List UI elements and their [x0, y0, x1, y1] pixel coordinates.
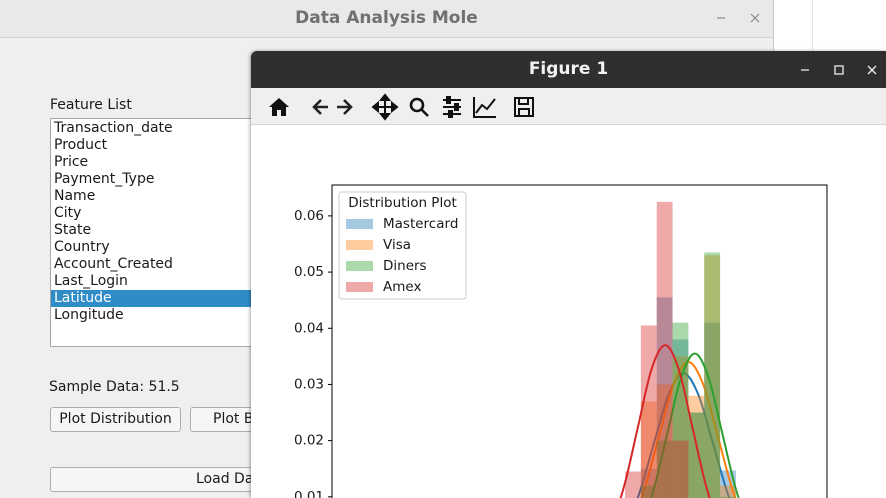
legend-label: Amex: [383, 279, 421, 295]
legend-swatch: [346, 261, 373, 271]
histogram-bar: [672, 440, 689, 498]
window-title: Data Analysis Mole: [295, 8, 478, 28]
figure-window: Figure 1 0.01 0.02 0.03 0.04 0.05 0.06 Distrib…: [251, 51, 886, 498]
feature-item[interactable]: State: [54, 222, 92, 238]
histogram-bar: [656, 440, 673, 498]
feature-item[interactable]: Price: [54, 154, 89, 170]
legend-label: Visa: [383, 237, 411, 253]
y-tick-label: 0.04: [294, 320, 324, 336]
legend-swatch: [346, 240, 373, 250]
y-tick-label: 0.06: [294, 208, 324, 224]
back-button[interactable]: [312, 99, 328, 115]
feature-item[interactable]: Account_Created: [54, 256, 173, 272]
close-button[interactable]: [867, 65, 877, 75]
axes-frame: [331, 184, 828, 498]
legend-swatch: [346, 219, 373, 229]
legend-title: Distribution Plot: [348, 195, 457, 211]
histogram-bar: [625, 471, 641, 498]
close-button[interactable]: [750, 13, 760, 23]
configure-button[interactable]: [443, 96, 461, 118]
histogram-bar: [656, 201, 673, 498]
feature-item[interactable]: Transaction_date: [54, 120, 173, 136]
sample-data: Sample Data: 51.5: [49, 379, 180, 395]
kde-line: [619, 344, 711, 498]
y-tick-label: 0.02: [294, 433, 324, 449]
histogram-bar: [640, 325, 657, 498]
home-button[interactable]: [269, 98, 289, 116]
maximize-button[interactable]: [834, 65, 844, 75]
y-tick-label: 0.01: [294, 489, 324, 498]
window-title: Figure 1: [528, 59, 609, 79]
histogram-bar: [688, 412, 705, 498]
pan-button[interactable]: [371, 93, 399, 121]
window-controls[interactable]: [791, 59, 886, 81]
feature-list-label: Feature List: [50, 97, 132, 113]
legend-swatch: [346, 282, 373, 292]
histogram-bar: [704, 255, 721, 498]
histogram-bar: [704, 252, 721, 498]
toolbar: [251, 88, 886, 125]
feature-list[interactable]: Transaction_date Product Price Payment_Type…: [50, 118, 290, 347]
window-controls[interactable]: [710, 8, 766, 28]
forward-button[interactable]: [337, 99, 353, 115]
legend-label: Diners: [383, 258, 427, 274]
legend-label: Mastercard: [383, 216, 458, 232]
edit-axis-button[interactable]: [473, 97, 496, 118]
feature-item[interactable]: Name: [54, 188, 96, 204]
feature-item[interactable]: Latitude: [51, 290, 289, 307]
save-button[interactable]: [514, 97, 534, 117]
plot-canvas: 0.01 0.02 0.03 0.04 0.05 0.06 Distribution Plo…: [294, 184, 828, 498]
kde-line: [650, 352, 740, 498]
zoom-button[interactable]: [409, 97, 429, 117]
y-tick-label: 0.03: [294, 376, 324, 392]
feature-item[interactable]: Payment_Type: [54, 171, 155, 187]
histogram-bar: [688, 412, 705, 498]
histogram-bar: [640, 401, 657, 498]
feature-item[interactable]: Country: [54, 239, 110, 255]
feature-item[interactable]: Product: [54, 137, 108, 153]
legend-box: [338, 191, 467, 300]
title-bar: [251, 51, 886, 88]
feature-item[interactable]: Longitude: [54, 307, 124, 323]
y-tick-label: 0.05: [294, 264, 324, 280]
feature-item[interactable]: City: [54, 205, 82, 221]
histogram-bar: [720, 496, 736, 498]
feature-item[interactable]: Last_Login: [54, 273, 128, 289]
plot-distribution-button[interactable]: Plot Distribution: [50, 407, 181, 432]
title-bar: [0, 0, 773, 38]
